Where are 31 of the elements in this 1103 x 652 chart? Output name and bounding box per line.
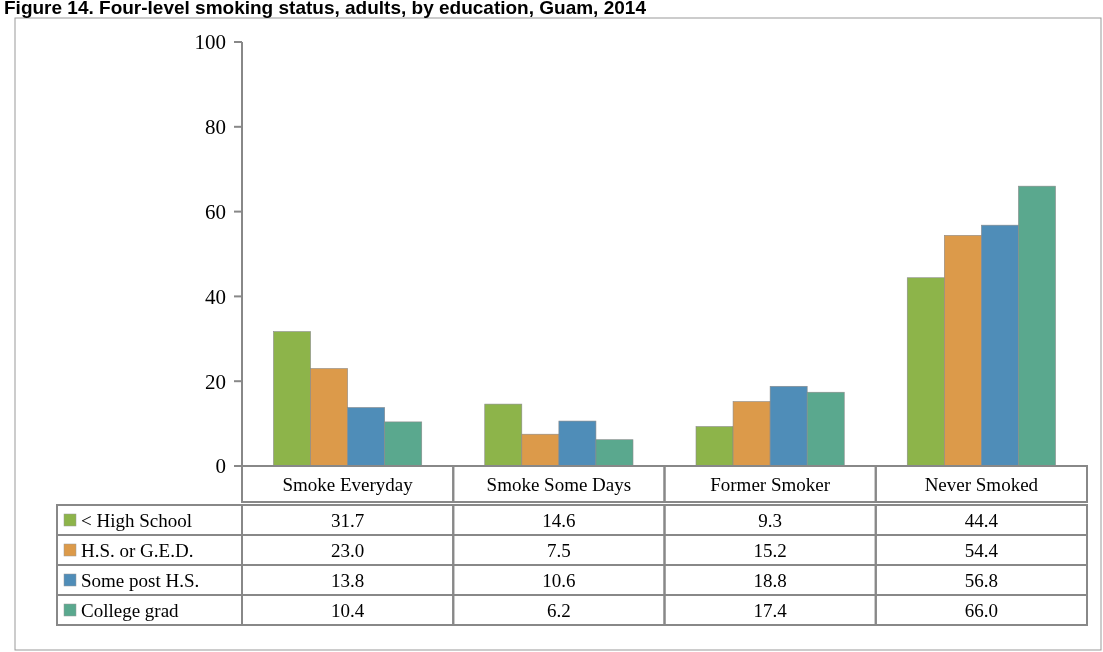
data-label: 66.0 bbox=[964, 599, 998, 621]
data-label: 56.8 bbox=[964, 569, 998, 591]
data-label: 9.3 bbox=[758, 509, 782, 531]
y-tick-label: 80 bbox=[205, 115, 226, 140]
legend-label: Some post H.S. bbox=[81, 569, 200, 591]
data-label: 31.7 bbox=[331, 509, 365, 531]
data-label: 13.8 bbox=[331, 569, 365, 591]
data-label: 44.4 bbox=[964, 509, 999, 531]
x-tick-label: Former Smoker bbox=[710, 473, 831, 495]
x-tick-label: Never Smoked bbox=[924, 473, 1039, 495]
data-label: 15.2 bbox=[753, 539, 787, 561]
y-tick-label: 40 bbox=[205, 284, 226, 309]
y-tick-label: 20 bbox=[205, 369, 226, 394]
data-label: 17.4 bbox=[753, 599, 788, 621]
chart-title: Figure 14. Four-level smoking status, adults, by education, Guam, 2014 bbox=[4, 0, 647, 18]
data-label: 6.2 bbox=[547, 599, 571, 621]
data-label: 10.4 bbox=[331, 599, 365, 621]
y-tick-label: 60 bbox=[205, 199, 226, 224]
x-tick-label: Smoke Some Days bbox=[486, 473, 632, 495]
legend-label: H.S. or G.E.D. bbox=[81, 539, 194, 561]
data-label: 18.8 bbox=[753, 569, 787, 591]
x-tick-label: Smoke Everyday bbox=[282, 473, 414, 495]
y-tick-label: 100 bbox=[194, 30, 226, 55]
data-label: 54.4 bbox=[964, 539, 999, 561]
data-label: 10.6 bbox=[542, 569, 576, 591]
y-tick-label: 0 bbox=[215, 454, 226, 479]
data-label: 7.5 bbox=[547, 539, 571, 561]
legend-label: < High School bbox=[81, 509, 192, 531]
legend-label: College grad bbox=[81, 599, 180, 621]
data-label: 23.0 bbox=[331, 539, 365, 561]
data-label: 14.6 bbox=[542, 509, 576, 531]
